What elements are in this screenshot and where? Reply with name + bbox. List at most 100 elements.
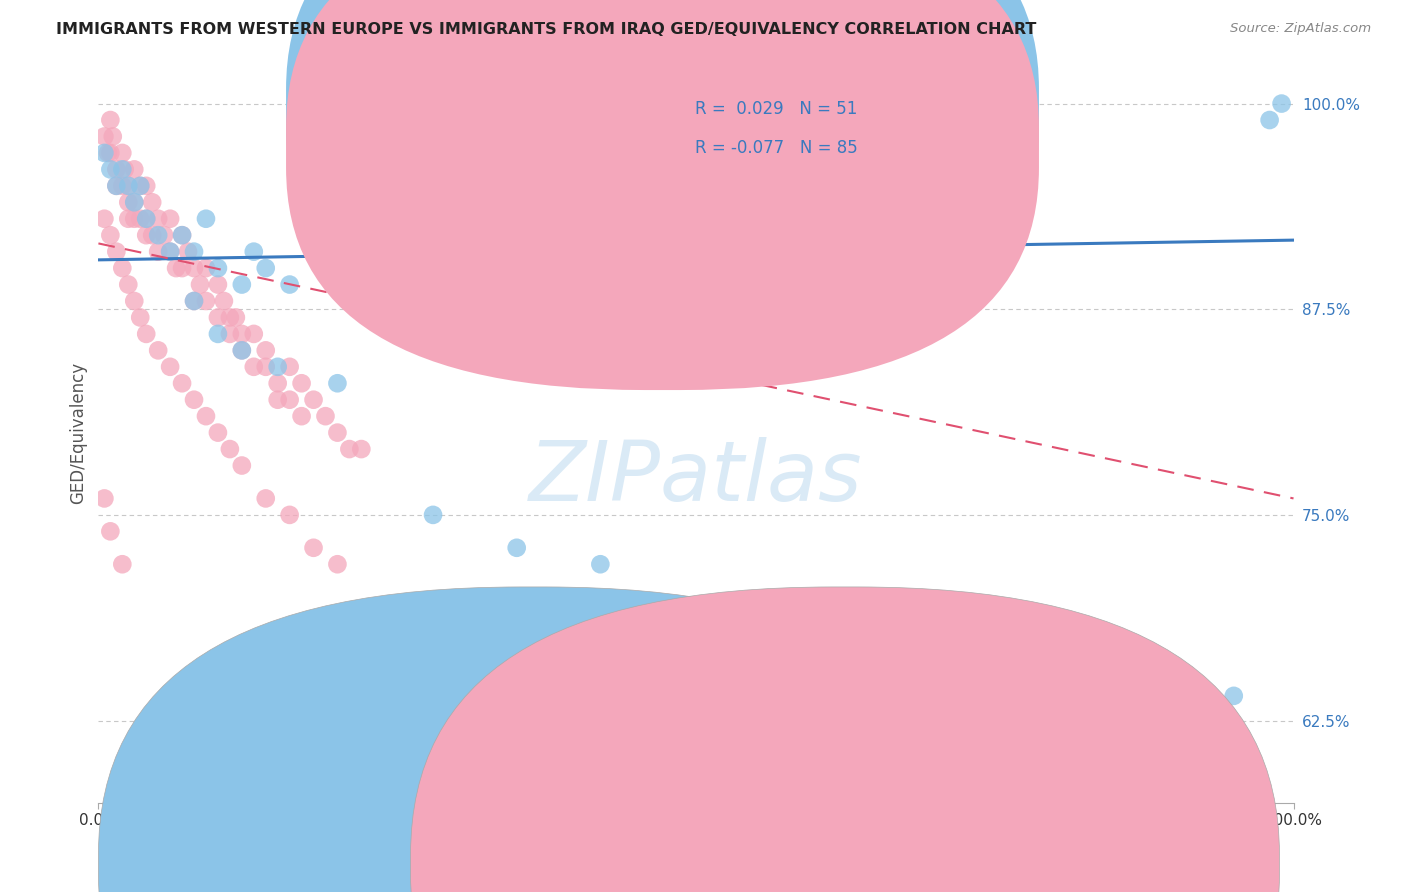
Point	[422, 508, 444, 522]
Point	[159, 359, 181, 374]
Point	[278, 508, 301, 522]
Point	[129, 178, 152, 193]
Point	[350, 277, 373, 292]
Point	[177, 244, 200, 259]
FancyBboxPatch shape	[285, 0, 1039, 351]
Text: Immigrants from Iraq: Immigrants from Iraq	[844, 856, 1026, 871]
Point	[804, 310, 827, 325]
Point	[302, 392, 325, 407]
Point	[117, 211, 139, 226]
Point	[267, 376, 290, 391]
Point	[135, 211, 157, 226]
Point	[212, 293, 235, 308]
Point	[302, 541, 325, 555]
Point	[924, 623, 946, 637]
Point	[105, 178, 128, 193]
Point	[98, 162, 122, 177]
Point	[1258, 113, 1281, 128]
Point	[1043, 673, 1066, 687]
Point	[302, 244, 325, 259]
Point	[254, 343, 277, 358]
Point	[148, 244, 170, 259]
Point	[207, 310, 229, 325]
Point	[124, 162, 146, 177]
Point	[129, 310, 152, 325]
Point	[148, 343, 170, 358]
Point	[111, 145, 134, 160]
Point	[141, 195, 163, 210]
Point	[135, 178, 157, 193]
Point	[159, 244, 181, 259]
Point	[124, 195, 146, 210]
Point	[165, 261, 187, 276]
Text: ZIPatlas: ZIPatlas	[529, 436, 863, 517]
Point	[105, 178, 128, 193]
FancyBboxPatch shape	[624, 78, 983, 181]
Text: Immigrants from Western Europe: Immigrants from Western Europe	[534, 856, 808, 871]
Point	[541, 293, 564, 308]
Text: Source: ZipAtlas.com: Source: ZipAtlas.com	[1230, 22, 1371, 36]
Point	[183, 293, 205, 308]
Point	[254, 359, 277, 374]
Point	[135, 228, 157, 243]
Point	[291, 409, 314, 424]
Point	[243, 244, 266, 259]
Point	[207, 277, 229, 292]
Point	[98, 145, 122, 160]
Y-axis label: GED/Equivalency: GED/Equivalency	[69, 361, 87, 504]
Point	[339, 442, 361, 456]
Point	[326, 376, 349, 391]
Point	[114, 162, 136, 177]
Point	[111, 162, 134, 177]
Point	[195, 409, 218, 424]
Point	[97, 145, 120, 160]
Point	[159, 211, 181, 226]
Point	[111, 558, 134, 572]
Point	[183, 261, 205, 276]
Point	[129, 211, 152, 226]
Point	[254, 261, 277, 276]
Point	[111, 178, 134, 193]
Point	[183, 244, 205, 259]
Point	[231, 326, 253, 341]
Point	[984, 656, 1007, 670]
Point	[385, 261, 409, 276]
Point	[117, 277, 139, 292]
Point	[231, 343, 253, 358]
Point	[93, 129, 115, 144]
Point	[1139, 706, 1161, 720]
Point	[422, 293, 444, 308]
Point	[278, 359, 301, 374]
Point	[865, 590, 887, 604]
Point	[98, 524, 122, 539]
Point	[225, 310, 247, 325]
Point	[101, 129, 124, 144]
Point	[948, 689, 970, 703]
Point	[278, 392, 301, 407]
Point	[219, 442, 242, 456]
FancyBboxPatch shape	[285, 0, 1039, 390]
Point	[124, 293, 146, 308]
Point	[267, 359, 290, 374]
Point	[446, 673, 468, 687]
Point	[685, 261, 707, 276]
Point	[231, 277, 253, 292]
Point	[207, 425, 229, 440]
Point	[124, 195, 146, 210]
Point	[1104, 689, 1126, 703]
Point	[243, 326, 266, 341]
Text: R =  0.029   N = 51: R = 0.029 N = 51	[695, 100, 858, 118]
Point	[98, 113, 122, 128]
Point	[243, 359, 266, 374]
Point	[98, 228, 122, 243]
Point	[148, 211, 170, 226]
Point	[565, 228, 588, 243]
Point	[506, 706, 529, 720]
Point	[506, 541, 529, 555]
Point	[291, 376, 314, 391]
Point	[254, 491, 277, 506]
Point	[207, 326, 229, 341]
Point	[172, 228, 194, 243]
Point	[135, 211, 157, 226]
Point	[637, 244, 659, 259]
